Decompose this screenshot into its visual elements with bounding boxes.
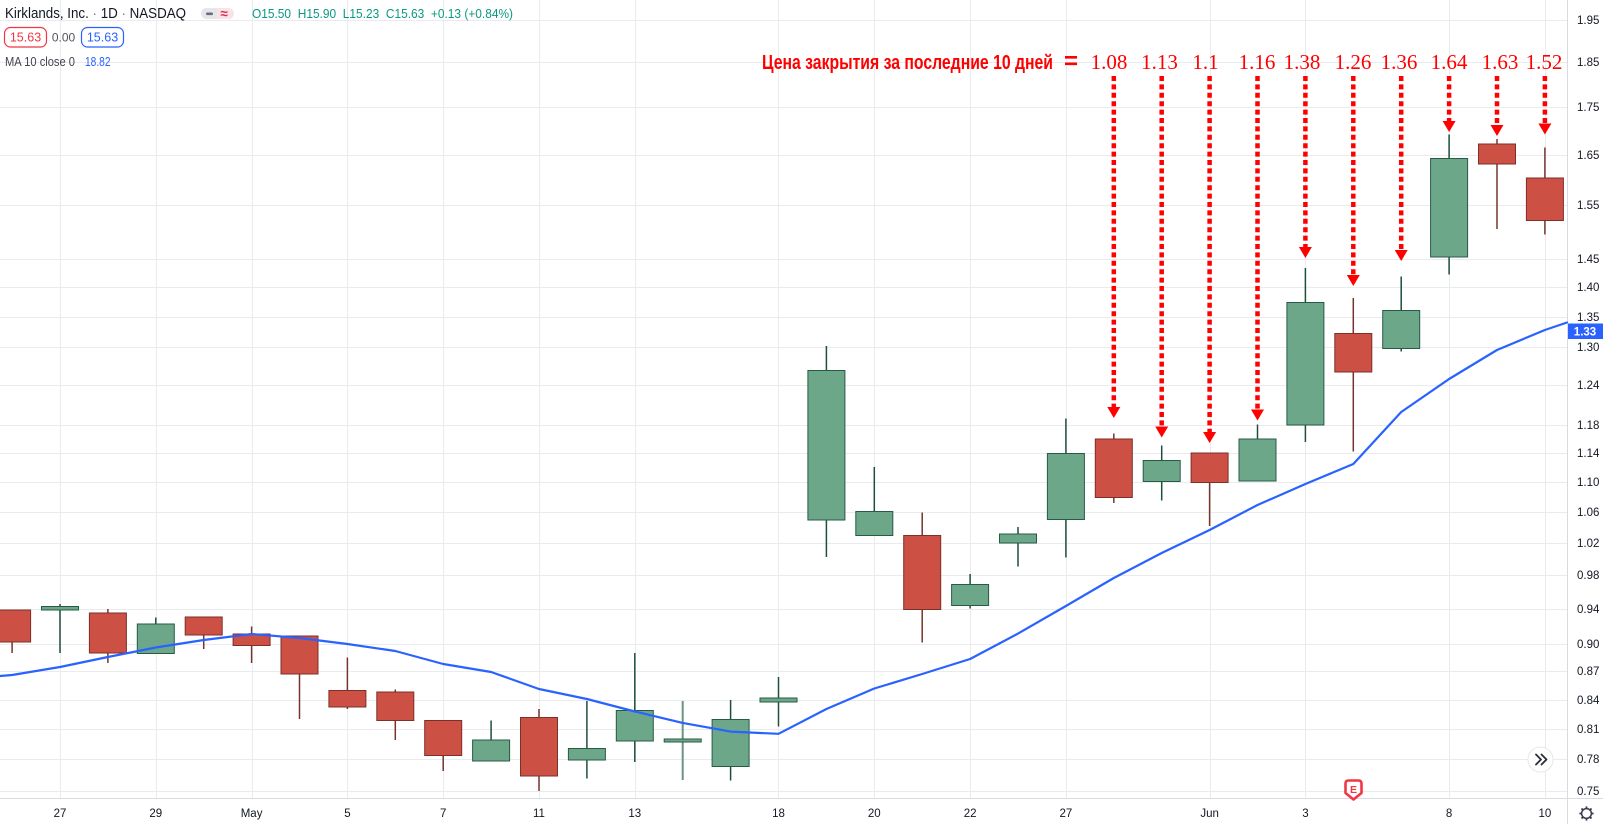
svg-text:1.13: 1.13 <box>1141 50 1178 74</box>
svg-text:8: 8 <box>1446 808 1452 820</box>
svg-text:0.98: 0.98 <box>1577 570 1599 582</box>
svg-text:1.38: 1.38 <box>1284 50 1321 74</box>
svg-text:1.63: 1.63 <box>1482 50 1519 74</box>
svg-text:27: 27 <box>1060 808 1073 820</box>
svg-text:1.65: 1.65 <box>1577 150 1599 162</box>
svg-text:1.24: 1.24 <box>1577 380 1600 392</box>
svg-text:1.16: 1.16 <box>1239 50 1276 74</box>
svg-text:27: 27 <box>54 808 67 820</box>
svg-text:1.18: 1.18 <box>1577 420 1599 432</box>
svg-text:0.90: 0.90 <box>1577 639 1599 651</box>
svg-text:0.81: 0.81 <box>1577 724 1599 736</box>
svg-text:0.75: 0.75 <box>1577 786 1599 798</box>
svg-text:22: 22 <box>964 808 977 820</box>
svg-text:1.55: 1.55 <box>1577 200 1599 212</box>
svg-text:1.14: 1.14 <box>1577 448 1600 460</box>
svg-text:1.02: 1.02 <box>1577 538 1599 550</box>
svg-text:1.10: 1.10 <box>1577 477 1599 489</box>
svg-text:1.52: 1.52 <box>1526 50 1563 74</box>
svg-text:1.75: 1.75 <box>1577 102 1599 114</box>
svg-text:0.94: 0.94 <box>1577 604 1600 616</box>
svg-text:10: 10 <box>1539 808 1552 820</box>
svg-text:13: 13 <box>628 808 641 820</box>
svg-text:20: 20 <box>868 808 881 820</box>
svg-text:1.35: 1.35 <box>1577 312 1599 324</box>
svg-text:29: 29 <box>149 808 162 820</box>
svg-text:1.36: 1.36 <box>1381 50 1418 74</box>
svg-text:1.08: 1.08 <box>1091 50 1128 74</box>
svg-text:1.33: 1.33 <box>1574 327 1596 339</box>
svg-text:Kirklands, Inc. · 1D · NASDAQ: Kirklands, Inc. · 1D · NASDAQ <box>5 6 186 22</box>
svg-text:≈: ≈ <box>221 6 229 21</box>
svg-text:1.85: 1.85 <box>1577 57 1599 69</box>
svg-text:MA 10 close 0: MA 10 close 0 <box>5 55 75 69</box>
svg-text:15.63: 15.63 <box>10 31 41 45</box>
svg-text:18: 18 <box>772 808 785 820</box>
svg-text:1.40: 1.40 <box>1577 282 1599 294</box>
svg-text:1.06: 1.06 <box>1577 507 1599 519</box>
svg-text:1.64: 1.64 <box>1431 50 1468 74</box>
svg-text:Jun: Jun <box>1200 808 1219 820</box>
svg-text:1.45: 1.45 <box>1577 254 1599 266</box>
svg-text:0.00: 0.00 <box>52 31 76 45</box>
svg-text:Цена закрытия за последние 10: Цена закрытия за последние 10 дней <box>762 52 1053 74</box>
svg-text:0.84: 0.84 <box>1577 695 1600 707</box>
svg-text:18.82: 18.82 <box>85 55 111 69</box>
svg-text:11: 11 <box>533 808 545 820</box>
svg-text:=: = <box>1064 48 1078 75</box>
svg-text:7: 7 <box>440 808 446 820</box>
svg-text:E: E <box>1350 784 1357 796</box>
svg-text:1.30: 1.30 <box>1577 342 1599 354</box>
svg-text:1.1: 1.1 <box>1192 50 1218 74</box>
svg-text:5: 5 <box>344 808 350 820</box>
svg-text:May: May <box>241 808 263 820</box>
svg-text:0.87: 0.87 <box>1577 666 1599 678</box>
svg-text:15.63: 15.63 <box>87 31 118 45</box>
svg-text:0.78: 0.78 <box>1577 754 1599 766</box>
svg-text:1.95: 1.95 <box>1577 15 1599 27</box>
svg-text:3: 3 <box>1302 808 1308 820</box>
svg-text:1.26: 1.26 <box>1335 50 1372 74</box>
